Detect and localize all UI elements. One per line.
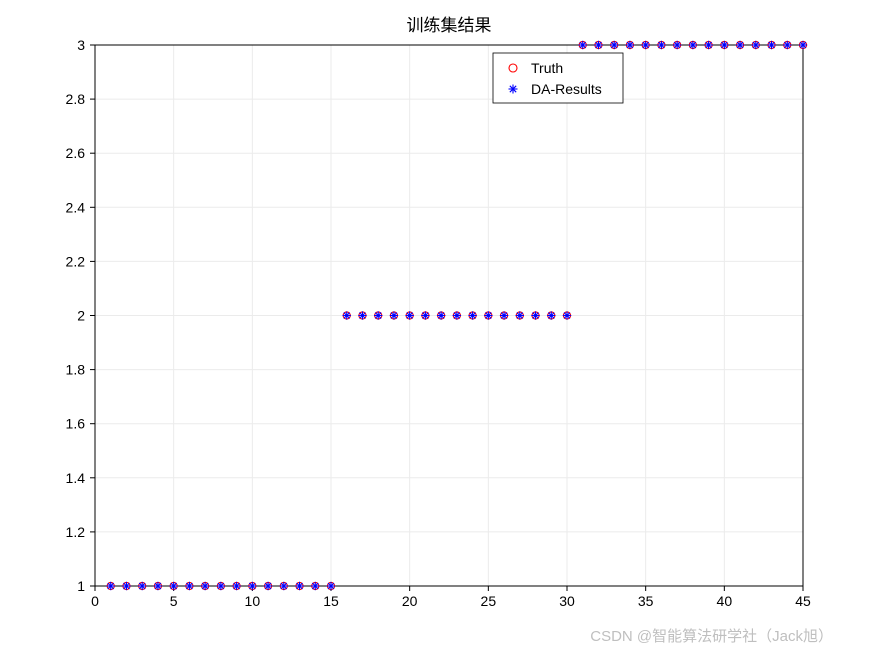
x-tick-label: 20 [402,593,418,609]
y-tick-label: 1 [77,578,85,594]
y-tick-label: 1.6 [66,416,86,432]
y-tick-label: 2.2 [66,253,86,269]
x-tick-label: 25 [481,593,497,609]
x-tick-label: 40 [717,593,733,609]
y-tick-label: 2.4 [66,199,86,215]
scatter-plot: 0 5 10 15 20 25 30 35 40 45 1 1.2 1.4 1.6 1.8 2 2.2 2.4 2.… [0,0,875,656]
y-tick-label: 1.2 [66,524,86,540]
legend-label-da: DA-Results [531,81,602,97]
x-tick-label: 5 [170,593,178,609]
x-tick-label: 45 [795,593,811,609]
y-tick-label: 3 [77,37,85,53]
y-tick-label: 2.6 [66,145,86,161]
x-tick-label: 35 [638,593,654,609]
chart-title: 训练集结果 [407,16,492,35]
y-tick-label: 1.8 [66,362,86,378]
x-tick-label: 0 [91,593,99,609]
x-tick-label: 10 [245,593,261,609]
x-tick-label: 15 [323,593,339,609]
x-tick-label: 30 [559,593,575,609]
y-tick-label: 2 [77,308,85,324]
legend-label-truth: Truth [531,60,563,76]
y-tick-label: 1.4 [66,470,86,486]
y-tick-label: 2.8 [66,91,86,107]
chart-container: 0 5 10 15 20 25 30 35 40 45 1 1.2 1.4 1.6 1.8 2 2.2 2.4 2.… [0,0,875,656]
